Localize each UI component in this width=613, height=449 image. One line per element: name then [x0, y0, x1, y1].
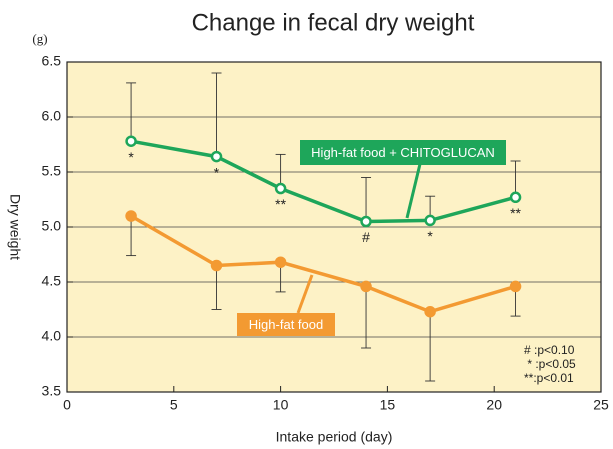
significance-mark: * [214, 164, 220, 180]
series-label: High-fat food + CHITOGLUCAN [311, 145, 495, 160]
series-label-box [300, 140, 506, 165]
y-tick-label: 4.0 [42, 328, 62, 344]
significance-mark: * [128, 149, 134, 165]
y-tick-label: 6.5 [42, 53, 62, 69]
point [274, 256, 287, 268]
point [210, 259, 223, 272]
significance-note: # :p<0.10 [524, 343, 575, 357]
x-tick-label: 15 [380, 397, 396, 413]
point [509, 191, 522, 204]
unit-label: (g) [32, 31, 47, 46]
y-tick-label: 5.0 [42, 218, 62, 234]
point [125, 210, 137, 222]
x-tick-label: 10 [273, 397, 289, 413]
significance-mark: # [362, 229, 370, 245]
plot-frame [66, 61, 602, 393]
series-label: High-fat food [249, 317, 323, 332]
significance-mark: ** [510, 205, 521, 221]
x-tick-label: 25 [593, 397, 609, 413]
significance-note: **:p<0.01 [524, 371, 574, 385]
series-line [130, 214, 517, 314]
y-tick-label: 6.0 [42, 108, 62, 124]
point [424, 214, 436, 227]
significance-mark: ** [275, 196, 286, 212]
point [125, 135, 137, 147]
series-line [130, 139, 517, 224]
y-tick-label: 4.5 [42, 273, 62, 289]
point [210, 150, 223, 163]
chart-title: Change in fecal dry weight [192, 9, 475, 36]
x-tick-label: 20 [486, 397, 502, 413]
x-tick-label: 5 [170, 397, 178, 413]
x-axis-label: Intake period (day) [276, 429, 393, 445]
x-tick-label: 0 [63, 397, 71, 413]
point [509, 280, 522, 293]
y-tick-label: 3.5 [42, 383, 62, 399]
y-tick-label: 5.5 [42, 163, 62, 179]
significance-note: * :p<0.05 [524, 357, 576, 371]
label-pointer [405, 163, 422, 219]
point [360, 280, 372, 293]
label-pointer [296, 274, 314, 314]
point [424, 305, 436, 318]
significance-mark: * [427, 228, 433, 244]
point [274, 182, 287, 195]
point [360, 215, 372, 228]
y-axis-label: Dry weight [7, 194, 23, 260]
series-label-box [237, 313, 335, 336]
